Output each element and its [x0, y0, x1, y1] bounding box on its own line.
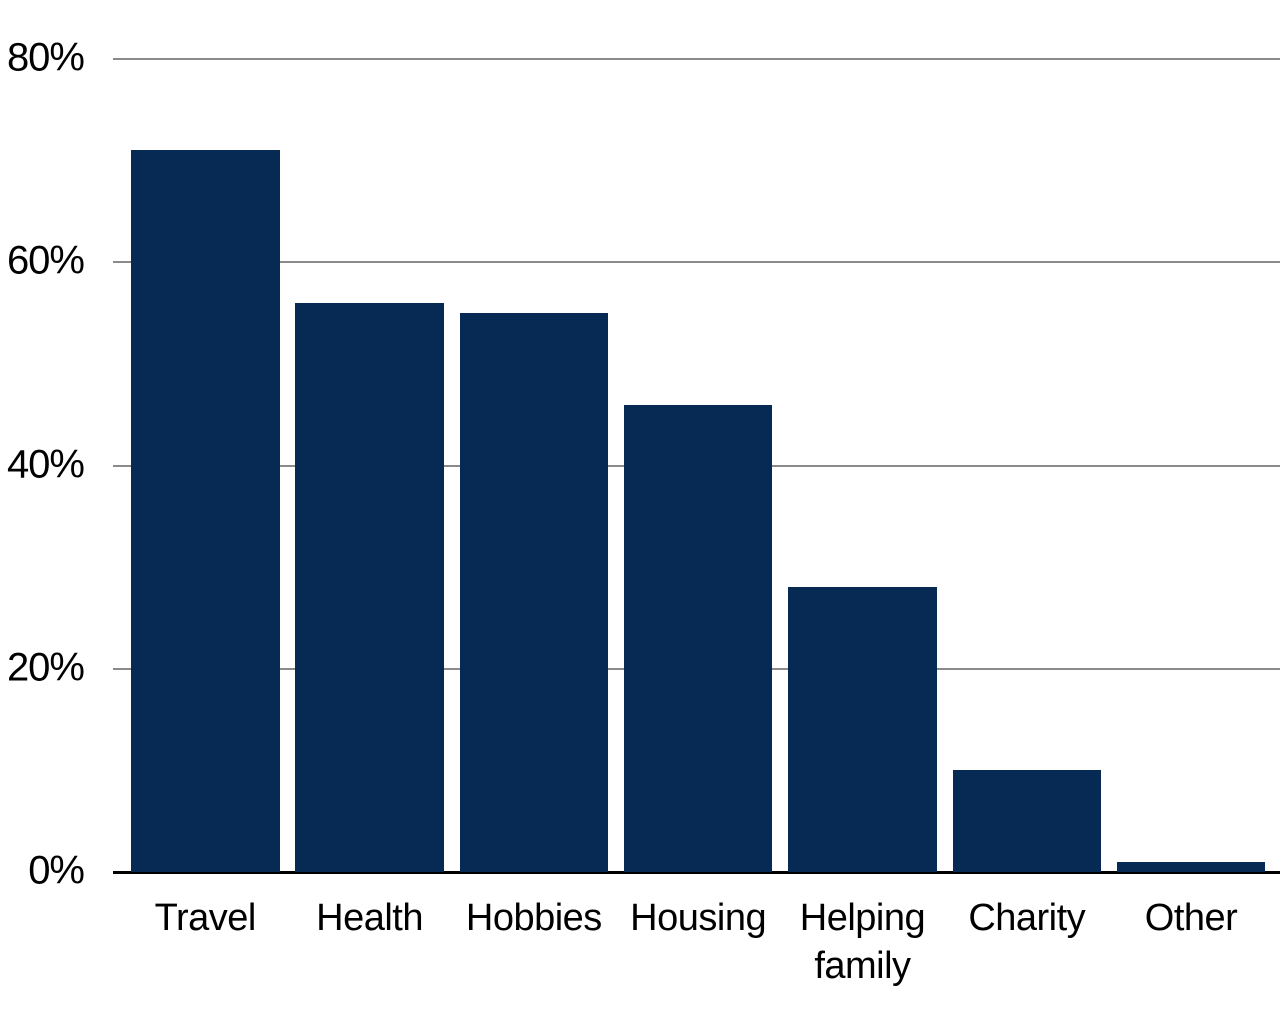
x-axis-tick-label: Helping family [799, 897, 926, 987]
x-axis-tick-label: Charity [968, 897, 1086, 939]
x-axis-tick-label: Travel [154, 897, 257, 939]
bar-other [1116, 861, 1266, 872]
bar-travel [131, 150, 280, 872]
y-axis-tick-label: 0% [28, 848, 85, 893]
gridline [113, 58, 1280, 60]
bar-helping-family [788, 587, 937, 872]
y-axis-tick-label: 40% [6, 442, 85, 487]
y-axis-tick-label: 20% [6, 645, 85, 690]
bar-housing [623, 404, 773, 872]
gridline [113, 261, 1280, 264]
y-axis-tick-label: 60% [6, 238, 85, 283]
bar-hobbies [459, 313, 609, 872]
bar-charity [952, 770, 1101, 872]
x-axis-tick-label: Other [1144, 897, 1238, 939]
x-axis-tick-label: Hobbies [465, 897, 602, 939]
y-axis-tick-label: 80% [6, 35, 85, 80]
bar-health [295, 302, 444, 872]
x-axis-tick-label: Housing [630, 897, 767, 939]
x-axis-line [113, 871, 1280, 874]
x-axis-tick-label: Health [316, 897, 423, 939]
